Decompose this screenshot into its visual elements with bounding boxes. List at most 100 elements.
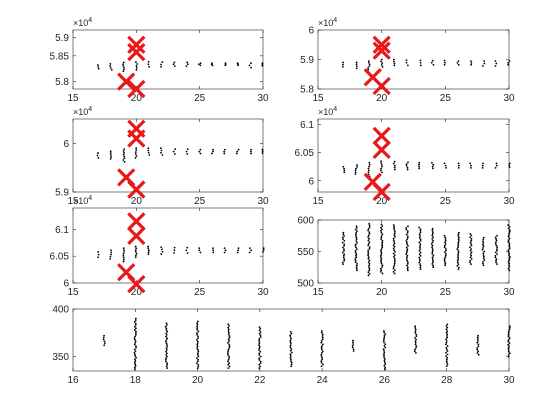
data-cluster <box>159 147 164 156</box>
data-point <box>354 173 357 175</box>
data-point <box>134 151 137 153</box>
data-point <box>406 267 409 270</box>
data-point <box>355 225 358 228</box>
data-point <box>166 337 169 340</box>
data-point <box>379 256 382 259</box>
data-point <box>406 256 408 259</box>
data-point <box>418 253 421 256</box>
data-point <box>457 166 460 169</box>
data-point <box>322 343 324 346</box>
data-point <box>444 254 447 257</box>
data-point <box>227 348 230 351</box>
data-point <box>135 327 137 330</box>
data-cluster <box>147 60 150 68</box>
data-point <box>457 233 460 236</box>
data-point <box>367 169 370 172</box>
data-point <box>367 173 370 176</box>
data-point <box>381 233 384 236</box>
data-point <box>393 269 396 272</box>
data-point <box>419 244 421 247</box>
data-point <box>406 238 408 241</box>
data-point <box>166 345 169 348</box>
cross-marker <box>372 35 391 54</box>
data-cluster <box>96 152 100 159</box>
cross-marker <box>372 41 391 60</box>
x-tick-label: 22 <box>254 375 266 386</box>
data-cluster <box>456 231 460 271</box>
data-point <box>445 351 447 354</box>
x-tick-label: 20 <box>376 287 388 298</box>
data-point <box>470 238 473 240</box>
data-point <box>415 335 418 338</box>
data-point <box>135 346 137 349</box>
data-point <box>392 60 395 63</box>
data-point <box>482 262 484 265</box>
data-point <box>367 167 370 170</box>
data-point <box>380 234 383 237</box>
data-point <box>341 236 344 239</box>
x-tick-label: 30 <box>503 93 515 104</box>
data-point <box>97 253 100 256</box>
data-point <box>470 243 472 245</box>
data-point <box>477 334 479 337</box>
data-point <box>165 365 168 368</box>
data-cluster <box>481 162 484 169</box>
y-tick-label: 5.9 <box>55 188 69 199</box>
data-point <box>262 247 265 250</box>
data-point <box>419 228 422 231</box>
data-point <box>456 259 459 262</box>
data-point <box>431 249 434 252</box>
data-point <box>432 266 435 269</box>
y-tick-label: 6.1 <box>300 120 314 131</box>
data-point <box>406 230 409 233</box>
data-point <box>380 231 383 234</box>
data-point <box>483 255 485 258</box>
data-point <box>381 225 384 227</box>
data-point <box>419 264 422 267</box>
cross-stroke <box>117 263 136 282</box>
data-point <box>258 349 260 351</box>
data-point <box>414 328 417 331</box>
data-point <box>186 252 189 254</box>
data-point <box>196 325 199 328</box>
data-point <box>476 352 479 354</box>
data-point <box>110 253 112 256</box>
data-point <box>405 228 408 231</box>
cross-stroke <box>372 140 391 160</box>
data-point <box>407 245 409 247</box>
data-point <box>383 361 386 364</box>
data-cluster <box>405 161 409 171</box>
data-point <box>380 58 383 61</box>
data-point <box>380 60 382 63</box>
data-point <box>134 350 137 353</box>
data-cluster <box>289 330 293 368</box>
data-cluster <box>160 61 164 68</box>
y-tick-label: 6 <box>308 176 314 187</box>
data-point <box>122 260 125 263</box>
data-point <box>164 358 167 361</box>
data-point <box>290 348 293 350</box>
data-point <box>380 257 383 260</box>
data-point <box>343 244 345 247</box>
cross-stroke <box>372 182 391 202</box>
data-point <box>258 347 261 350</box>
data-point <box>368 65 371 68</box>
data-point <box>290 361 293 364</box>
data-point <box>134 61 137 63</box>
data-point <box>134 335 136 338</box>
data-point <box>368 165 370 168</box>
y-exponent-label: ×104 <box>73 106 92 117</box>
x-tick-label: 30 <box>257 93 269 104</box>
data-point <box>133 329 136 331</box>
data-point <box>259 327 262 330</box>
data-point <box>508 60 511 62</box>
data-point <box>418 163 420 166</box>
data-point <box>507 227 510 230</box>
data-point <box>446 345 449 347</box>
data-point <box>227 333 230 336</box>
data-point <box>342 263 344 265</box>
data-point <box>482 236 485 239</box>
data-point <box>393 160 396 163</box>
data-point <box>228 365 231 368</box>
data-point <box>419 239 422 242</box>
